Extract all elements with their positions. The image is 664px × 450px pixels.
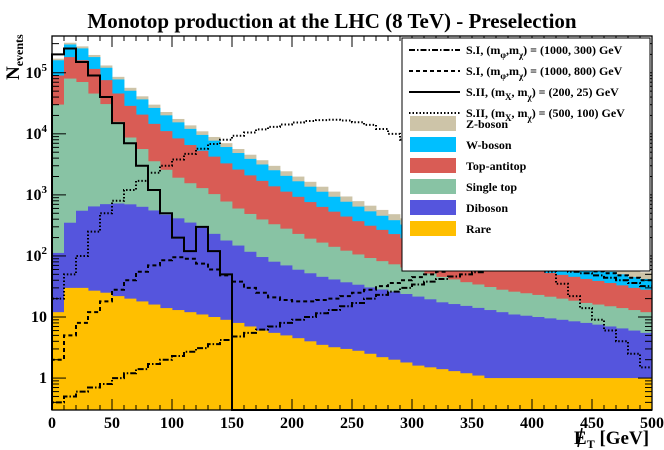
x-tick-label: 0 — [48, 415, 56, 432]
legend-label-w-boson: W-boson — [466, 138, 512, 152]
bar-rare-2 — [76, 287, 89, 410]
bar-rare-18 — [268, 332, 281, 410]
bar-rare-46 — [604, 378, 617, 410]
bar-rare-37 — [496, 378, 509, 410]
legend-swatch-single-top — [410, 179, 456, 194]
y-tick-label: 102 — [26, 245, 48, 265]
legend-signal-label-4: S.II, (mX, mχ) = (500, 100) GeV — [466, 106, 625, 123]
bar-rare-8 — [148, 304, 161, 410]
x-tick-label: 50 — [104, 415, 120, 432]
bar-rare-30 — [412, 365, 425, 410]
bar-rare-32 — [436, 369, 449, 410]
svg-text:ET [GeV]: ET [GeV] — [574, 428, 649, 450]
x-tick-label: 350 — [460, 415, 484, 432]
bar-rare-47 — [616, 378, 629, 410]
legend-swatch-rare — [410, 221, 456, 236]
bar-rare-27 — [376, 357, 389, 410]
bar-rare-38 — [508, 378, 521, 410]
chart-title: Monotop production at the LHC (8 TeV) - … — [87, 9, 577, 33]
signal-line-1 — [51, 267, 652, 410]
legend: S.I, (mφ,mχ) = (1000, 300) GeV S.I, (mφ,m… — [401, 37, 651, 272]
bar-rare-25 — [352, 350, 365, 410]
y-tick-label: 104 — [26, 123, 48, 143]
bar-rare-17 — [256, 330, 269, 410]
bar-rare-7 — [136, 301, 149, 410]
bar-rare-21 — [304, 341, 317, 410]
y-tick-label: 105 — [26, 62, 48, 82]
bar-rare-33 — [448, 371, 461, 410]
bar-rare-48 — [628, 378, 641, 410]
bar-rare-4 — [100, 292, 113, 410]
x-tick-label: 100 — [160, 415, 184, 432]
signal-line-4 — [51, 118, 652, 410]
bar-rare-36 — [484, 378, 497, 410]
bar-rare-16 — [244, 326, 257, 410]
legend-swatch-top-antitop — [410, 158, 456, 173]
x-tick-label: 200 — [280, 415, 304, 432]
bar-rare-11 — [184, 312, 197, 410]
x-tick-label: 150 — [220, 415, 244, 432]
x-tick-label: 250 — [340, 415, 364, 432]
bar-rare-14 — [220, 319, 233, 410]
legend-signal-entries: S.I, (mφ,mχ) = (1000, 300) GeV S.I, (mφ,m… — [409, 43, 625, 123]
bar-rare-45 — [592, 378, 605, 410]
y-tick-labels: 1 10 102 103 104 105 — [26, 62, 48, 387]
bar-rare-34 — [460, 373, 473, 410]
x-axis-title: ET [GeV] — [574, 427, 649, 450]
legend-swatch-z-boson — [410, 116, 456, 131]
bar-rare-0 — [52, 312, 65, 410]
x-tick-label: 450 — [580, 415, 604, 432]
bar-rare-41 — [544, 378, 557, 410]
x-tick-labels: 0 50 100 150 200 250 300 350 400 450 500 — [48, 415, 664, 432]
bar-rare-26 — [364, 353, 377, 410]
bar-rare-31 — [424, 367, 437, 410]
legend-swatch-diboson — [410, 200, 456, 215]
bar-rare-39 — [520, 378, 533, 410]
bar-rare-3 — [88, 290, 101, 410]
bar-rare-20 — [292, 338, 305, 410]
missing-et-slash — [577, 427, 583, 448]
y-tick-label: 1 — [39, 370, 47, 387]
bar-rare-19 — [280, 335, 293, 410]
bar-rare-22 — [316, 344, 329, 410]
y-tick-label: 10 — [31, 309, 47, 326]
x-tick-label: 300 — [400, 415, 424, 432]
legend-label-rare: Rare — [466, 222, 492, 236]
legend-label-z-boson: Z-boson — [466, 117, 508, 131]
bar-rare-43 — [568, 378, 581, 410]
series-rare — [52, 287, 653, 410]
bar-rare-1 — [64, 287, 77, 410]
stacked-histograms — [52, 42, 653, 411]
bar-rare-40 — [532, 378, 545, 410]
bar-rare-5 — [112, 296, 125, 410]
bar-rare-28 — [388, 359, 401, 410]
bar-rare-42 — [556, 378, 569, 410]
bar-rare-35 — [472, 375, 485, 410]
legend-signal-label-3: S.II, (mX, mχ) = (200, 25) GeV — [466, 85, 619, 102]
y-tick-label: 103 — [26, 184, 48, 204]
bar-rare-13 — [208, 317, 221, 410]
bar-rare-6 — [124, 298, 137, 410]
bar-rare-29 — [400, 362, 413, 410]
x-tick-label: 500 — [640, 415, 664, 432]
bar-rare-49 — [640, 378, 653, 410]
legend-signal-label-1: S.I, (mφ,mχ) = (1000, 300) GeV — [466, 43, 623, 60]
legend-label-top-antitop: Top-antitop — [466, 159, 527, 173]
legend-label-single-top: Single top — [466, 180, 517, 194]
bar-rare-24 — [340, 348, 353, 410]
x-tick-label: 400 — [520, 415, 544, 432]
legend-swatch-w-boson — [410, 137, 456, 152]
legend-signal-label-2: S.I, (mφ,mχ) = (1000, 800) GeV — [466, 64, 623, 81]
bar-rare-12 — [196, 314, 209, 410]
bar-rare-10 — [172, 310, 185, 410]
bar-rare-23 — [328, 347, 341, 410]
bar-rare-15 — [232, 322, 245, 410]
legend-label-diboson: Diboson — [466, 201, 508, 215]
axis-ticks — [51, 35, 653, 411]
bar-rare-44 — [580, 378, 593, 410]
legend-background-entries: Z-boson W-boson Top-antitop Single top Dibos… — [410, 116, 527, 236]
